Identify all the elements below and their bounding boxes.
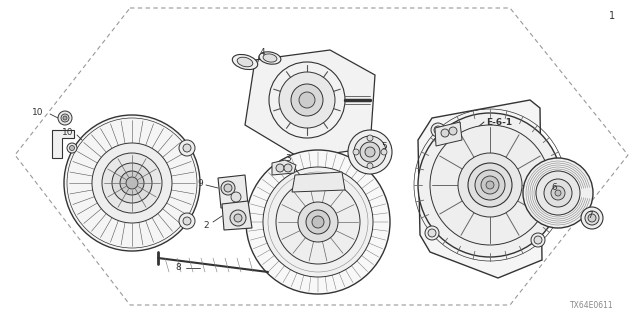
Circle shape bbox=[434, 126, 442, 134]
Circle shape bbox=[224, 184, 232, 192]
Circle shape bbox=[126, 177, 138, 189]
Circle shape bbox=[102, 153, 162, 213]
Polygon shape bbox=[418, 100, 542, 278]
Circle shape bbox=[486, 181, 494, 189]
Circle shape bbox=[551, 186, 565, 200]
Circle shape bbox=[298, 202, 338, 242]
Circle shape bbox=[58, 111, 72, 125]
Circle shape bbox=[183, 144, 191, 152]
Polygon shape bbox=[222, 201, 252, 230]
Circle shape bbox=[312, 216, 324, 228]
Circle shape bbox=[588, 214, 596, 222]
Circle shape bbox=[64, 115, 200, 251]
Circle shape bbox=[179, 140, 195, 156]
Circle shape bbox=[61, 114, 69, 122]
Circle shape bbox=[458, 153, 522, 217]
Circle shape bbox=[418, 113, 562, 257]
Circle shape bbox=[428, 229, 436, 237]
Circle shape bbox=[534, 236, 542, 244]
Ellipse shape bbox=[237, 57, 253, 67]
Text: E-6-1: E-6-1 bbox=[486, 117, 512, 126]
Ellipse shape bbox=[232, 54, 258, 69]
Circle shape bbox=[523, 158, 593, 228]
Circle shape bbox=[246, 150, 390, 294]
Text: 6: 6 bbox=[551, 182, 557, 191]
Circle shape bbox=[367, 135, 373, 141]
Circle shape bbox=[449, 127, 457, 135]
Circle shape bbox=[263, 167, 373, 277]
Circle shape bbox=[67, 143, 77, 153]
Circle shape bbox=[544, 179, 572, 207]
Text: 5: 5 bbox=[381, 141, 387, 150]
Circle shape bbox=[183, 217, 191, 225]
Circle shape bbox=[581, 207, 603, 229]
Circle shape bbox=[291, 84, 323, 116]
Ellipse shape bbox=[263, 54, 277, 62]
Circle shape bbox=[299, 92, 315, 108]
Text: TX64E0611: TX64E0611 bbox=[570, 301, 614, 310]
Text: 1: 1 bbox=[609, 11, 615, 21]
Circle shape bbox=[284, 164, 292, 172]
Circle shape bbox=[367, 163, 373, 169]
Circle shape bbox=[431, 123, 445, 137]
Circle shape bbox=[276, 180, 360, 264]
Circle shape bbox=[360, 142, 380, 162]
Polygon shape bbox=[272, 160, 296, 175]
Polygon shape bbox=[218, 175, 248, 208]
Circle shape bbox=[585, 211, 599, 225]
Circle shape bbox=[348, 130, 392, 174]
Circle shape bbox=[112, 163, 152, 203]
Circle shape bbox=[230, 210, 246, 226]
Circle shape bbox=[425, 226, 439, 240]
Circle shape bbox=[306, 210, 330, 234]
Polygon shape bbox=[435, 122, 462, 146]
Circle shape bbox=[531, 233, 545, 247]
Circle shape bbox=[481, 176, 499, 194]
Circle shape bbox=[120, 171, 144, 195]
Circle shape bbox=[354, 136, 386, 168]
Text: 2: 2 bbox=[203, 220, 209, 229]
Circle shape bbox=[221, 181, 235, 195]
Polygon shape bbox=[292, 172, 345, 192]
Circle shape bbox=[231, 192, 241, 202]
Polygon shape bbox=[52, 130, 74, 158]
Circle shape bbox=[179, 213, 195, 229]
Circle shape bbox=[63, 116, 67, 120]
Circle shape bbox=[279, 72, 335, 128]
Circle shape bbox=[536, 171, 580, 215]
Text: 8: 8 bbox=[175, 263, 181, 273]
Circle shape bbox=[555, 190, 561, 196]
Text: 3: 3 bbox=[285, 154, 291, 163]
Circle shape bbox=[353, 149, 359, 155]
Text: 4: 4 bbox=[259, 47, 265, 57]
Text: 9: 9 bbox=[197, 179, 203, 188]
Text: 7: 7 bbox=[587, 211, 593, 220]
Text: 10: 10 bbox=[62, 127, 74, 137]
Ellipse shape bbox=[259, 52, 281, 64]
Circle shape bbox=[430, 125, 550, 245]
Circle shape bbox=[441, 129, 449, 137]
Circle shape bbox=[475, 170, 505, 200]
Text: 10: 10 bbox=[32, 108, 44, 116]
Circle shape bbox=[365, 147, 375, 157]
Circle shape bbox=[234, 214, 242, 222]
Circle shape bbox=[92, 143, 172, 223]
Circle shape bbox=[276, 164, 284, 172]
Circle shape bbox=[381, 149, 387, 155]
Circle shape bbox=[70, 146, 74, 150]
Circle shape bbox=[468, 163, 512, 207]
Polygon shape bbox=[245, 50, 375, 158]
